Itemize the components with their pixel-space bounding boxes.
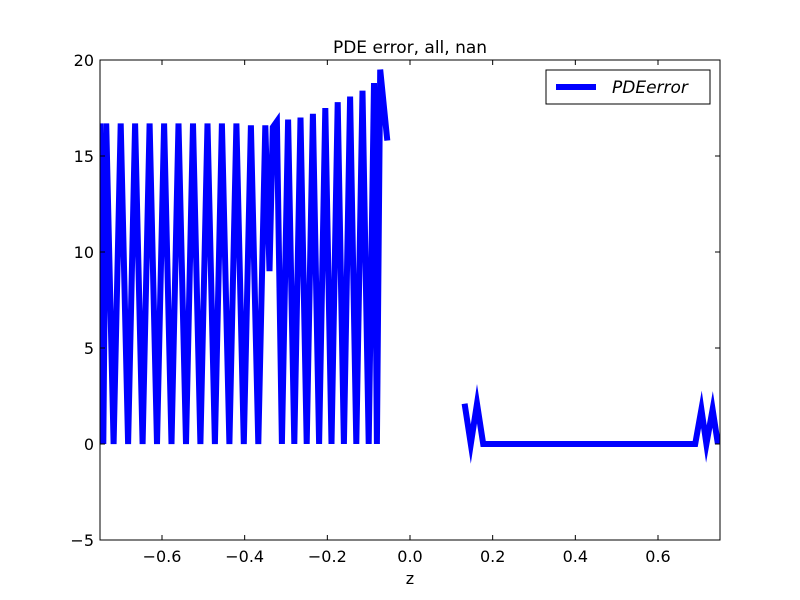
chart-title: PDE error, all, nan — [333, 38, 487, 58]
y-axis: −5 0 5 10 15 20 — [70, 51, 720, 550]
y-tick-label: 5 — [84, 339, 94, 358]
x-tick-label: 0.4 — [563, 547, 588, 566]
data-layer — [100, 69, 720, 464]
x-axis: −0.6 −0.4 −0.2 0.0 0.2 0.4 0.6 — [143, 60, 671, 566]
y-tick-label: 15 — [74, 147, 94, 166]
y-tick-label: 20 — [74, 51, 94, 70]
legend: PDEerror — [545, 69, 711, 105]
x-tick-label: −0.4 — [225, 547, 264, 566]
x-tick-label: 0.6 — [645, 547, 670, 566]
y-tick-label: 0 — [84, 435, 94, 454]
x-tick-label: −0.2 — [308, 547, 347, 566]
x-tick-label: 0.2 — [480, 547, 505, 566]
y-tick-label: −5 — [70, 531, 94, 550]
series-line-segment-1 — [100, 69, 391, 445]
series-line-segment-2 — [461, 383, 720, 464]
y-tick-label: 10 — [74, 243, 94, 262]
x-tick-label: −0.6 — [143, 547, 182, 566]
x-tick-label: 0.0 — [397, 547, 422, 566]
legend-label: PDEerror — [612, 78, 689, 98]
x-axis-label: z — [406, 569, 414, 588]
